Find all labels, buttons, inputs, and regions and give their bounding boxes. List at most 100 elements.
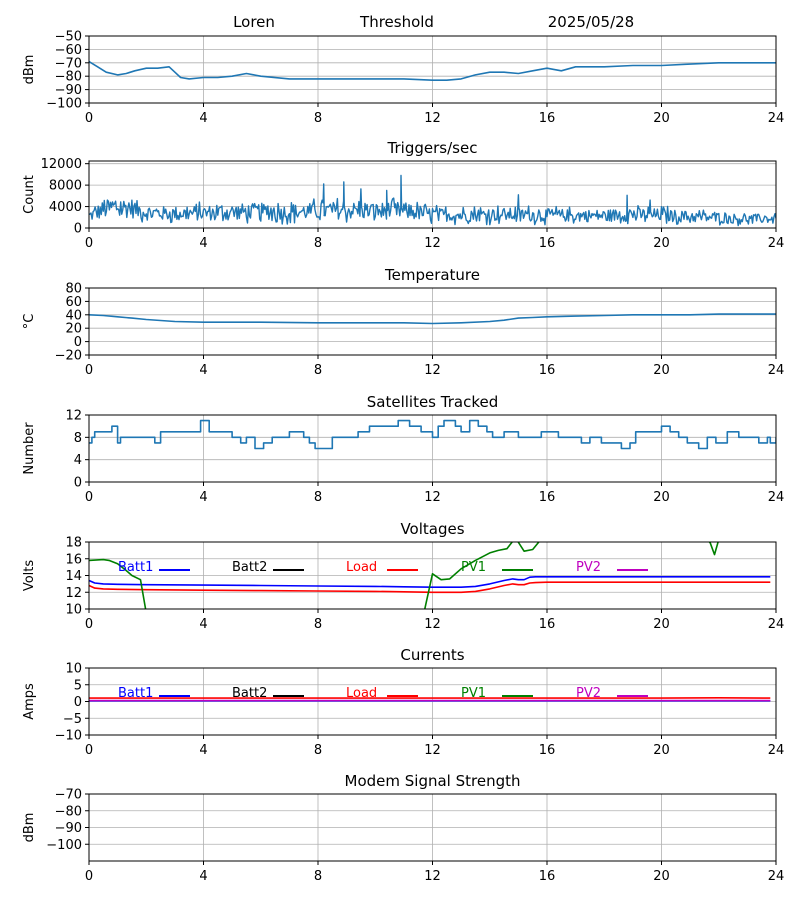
x-tick-label: 0 <box>85 363 93 378</box>
legend-label-batt1: Batt1 <box>118 560 153 575</box>
x-axis: 0 4 8 12 16 20 24 <box>85 355 784 378</box>
x-tick-label: 0 <box>85 617 93 632</box>
y-tick-label: 12 <box>65 586 82 601</box>
legend-label-batt2: Batt2 <box>232 686 267 701</box>
x-tick-label: 12 <box>424 743 441 758</box>
y-tick-label: 14 <box>65 569 82 584</box>
y-tick-label: −60 <box>55 43 82 58</box>
x-tick-label: 20 <box>653 111 670 126</box>
chart-satellites: 0 4 8 12 16 20 24 0 4 8 12 Number Satellites Tracked <box>22 393 784 505</box>
legend: Batt1 Batt2 Load PV1 PV2 <box>118 686 648 701</box>
y-tick-label: −50 <box>55 30 82 45</box>
x-tick-label: 0 <box>85 111 93 126</box>
x-axis: 0 4 8 12 16 20 24 <box>85 482 784 505</box>
x-tick-label: 4 <box>199 363 207 378</box>
legend-label-pv1: PV1 <box>461 560 486 575</box>
x-tick-label: 12 <box>424 869 441 884</box>
series-line <box>89 419 776 450</box>
y-tick-label: 4 <box>74 453 82 468</box>
y-tick-label: 5 <box>74 678 82 693</box>
series-line <box>89 174 776 227</box>
x-tick-label: 24 <box>768 743 785 758</box>
x-tick-label: 8 <box>314 236 322 251</box>
x-tick-label: 16 <box>539 869 556 884</box>
x-tick-label: 24 <box>768 363 785 378</box>
x-tick-label: 8 <box>314 869 322 884</box>
y-tick-label: 10 <box>65 603 82 618</box>
chart-threshold: 0 4 8 12 16 20 24 −100−90−80−70−60−50 dBm <box>22 30 784 127</box>
chart-title: Voltages <box>400 520 464 538</box>
header-date: 2025/05/28 <box>548 13 634 31</box>
legend-label-batt1: Batt1 <box>118 686 153 701</box>
y-tick-label: −80 <box>55 70 82 85</box>
chart-title: Satellites Tracked <box>367 393 498 411</box>
x-tick-label: 8 <box>314 617 322 632</box>
x-axis: 0 4 8 12 16 20 24 <box>85 735 784 758</box>
legend-label-pv1: PV1 <box>461 686 486 701</box>
x-tick-label: 24 <box>768 111 785 126</box>
legend-label-pv2: PV2 <box>576 686 601 701</box>
x-tick-label: 8 <box>314 490 322 505</box>
y-tick-label: 8 <box>74 431 82 446</box>
grid <box>88 414 777 483</box>
x-tick-label: 24 <box>768 617 785 632</box>
x-axis: 0 4 8 12 16 20 24 <box>85 103 784 126</box>
series-line <box>89 60 776 81</box>
legend-label-pv2: PV2 <box>576 560 601 575</box>
chart-triggers: 0 4 8 12 16 20 24 0 4000 8000 12000 Count Triggers/s… <box>22 139 784 251</box>
legend-label-load: Load <box>346 686 377 701</box>
x-tick-label: 20 <box>653 236 670 251</box>
y-axis: −10 −5 0 510 <box>55 662 89 744</box>
x-tick-label: 24 <box>768 236 785 251</box>
y-tick-label: −10 <box>55 729 82 744</box>
legend-label-load: Load <box>346 560 377 575</box>
x-axis: 0 4 8 12 16 20 24 <box>85 228 784 251</box>
y-tick-label: 12 <box>65 409 82 424</box>
y-tick-label: 16 <box>65 552 82 567</box>
series-line-load <box>89 581 771 594</box>
y-tick-label: 12000 <box>41 157 82 172</box>
x-tick-label: 16 <box>539 363 556 378</box>
x-tick-label: 4 <box>199 743 207 758</box>
series-line-batt1 <box>89 576 771 588</box>
y-tick-label: −100 <box>46 97 82 112</box>
legend: Batt1 Batt2 Load PV1 PV2 <box>118 560 648 575</box>
y-tick-label: 80 <box>65 282 82 297</box>
x-tick-label: 24 <box>768 490 785 505</box>
header-station: Loren <box>233 13 275 31</box>
y-tick-label: −100 <box>46 838 82 853</box>
x-tick-label: 24 <box>768 869 785 884</box>
x-tick-label: 4 <box>199 617 207 632</box>
y-axis-label: °C <box>22 314 37 330</box>
x-tick-label: 12 <box>424 490 441 505</box>
y-axis: −100−90−80−70−60−50 <box>46 30 89 112</box>
grid <box>88 35 777 104</box>
y-axis-label: dBm <box>22 813 37 843</box>
x-tick-label: 0 <box>85 869 93 884</box>
x-tick-label: 12 <box>424 236 441 251</box>
chart-title: Modem Signal Strength <box>345 772 521 790</box>
grid <box>88 793 777 861</box>
x-tick-label: 4 <box>199 490 207 505</box>
y-tick-label: −5 <box>63 712 82 727</box>
x-axis: 0 4 8 12 16 20 24 <box>85 861 784 884</box>
x-tick-label: 8 <box>314 363 322 378</box>
x-tick-label: 4 <box>199 869 207 884</box>
y-tick-label: −70 <box>55 56 82 71</box>
x-tick-label: 12 <box>424 363 441 378</box>
y-tick-label: 60 <box>65 295 82 310</box>
x-tick-label: 20 <box>653 743 670 758</box>
x-tick-label: 20 <box>653 617 670 632</box>
x-tick-label: 12 <box>424 617 441 632</box>
y-axis-label: Number <box>22 422 37 475</box>
chart-title: Currents <box>400 646 464 664</box>
y-tick-label: −80 <box>55 804 82 819</box>
y-axis: 0 4000 8000 12000 <box>41 157 89 237</box>
x-tick-label: 8 <box>314 111 322 126</box>
chart-panels: 0 4 8 12 16 20 24 −100−90−80−70−60−50 dBm 0 4 8 12 16… <box>22 30 784 885</box>
y-tick-label: 40 <box>65 308 82 323</box>
y-tick-label: 0 <box>74 695 82 710</box>
x-tick-label: 16 <box>539 743 556 758</box>
